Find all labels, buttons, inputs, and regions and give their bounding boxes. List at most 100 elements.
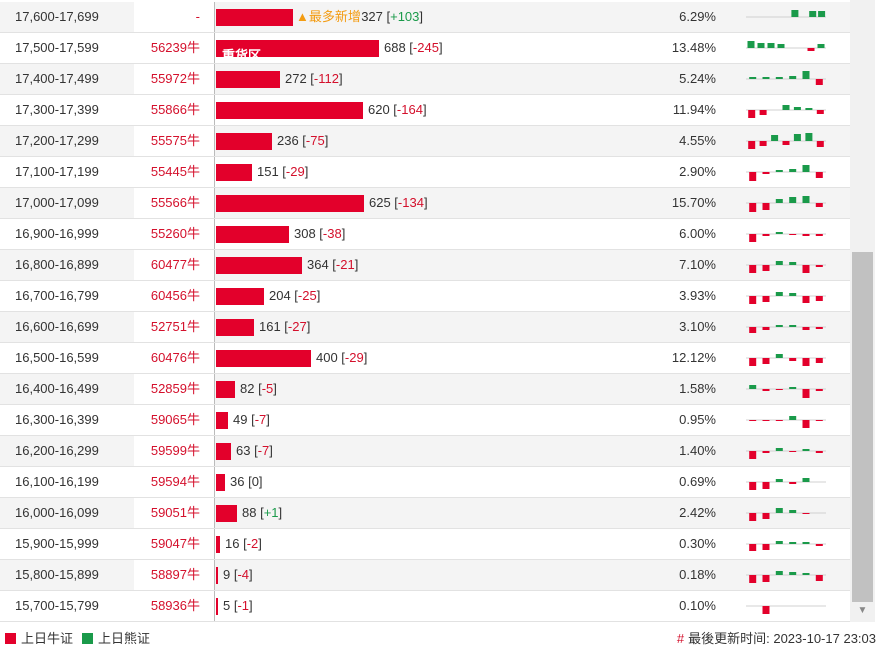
sparkline-bar xyxy=(793,107,801,110)
hash-icon: # xyxy=(676,631,685,646)
volume-value: 88 [+1] xyxy=(242,498,282,528)
sparkline-bar xyxy=(749,420,757,421)
sparkline-bar xyxy=(762,77,770,79)
vertical-scrollbar[interactable]: ▼ xyxy=(850,0,875,622)
table-row[interactable]: 17,400-17,499 55972牛 272 [-112] 5.24% xyxy=(0,64,850,95)
cbbc-code-link[interactable]: 59051牛 xyxy=(134,498,214,528)
volume-value: 688 [-245] xyxy=(384,33,443,63)
table-row[interactable]: 17,200-17,299 55575牛 236 [-75] 4.55% xyxy=(0,126,850,157)
strike-range: 16,600-16,699 xyxy=(15,319,99,334)
sparkline-bar xyxy=(802,196,810,203)
legend-bear-label: 上日熊证 xyxy=(98,631,151,646)
percentage: 4.55% xyxy=(679,133,716,148)
volume-bar-cell: 400 [-29] xyxy=(214,343,655,373)
table-row[interactable]: 17,100-17,199 55445牛 151 [-29] 2.90% xyxy=(0,157,850,188)
sparkline-bar xyxy=(767,43,775,48)
strike-range: 17,500-17,599 xyxy=(15,40,99,55)
volume-value: 5 [-1] xyxy=(223,591,253,621)
volume-change: -29 xyxy=(285,164,305,179)
percentage: 12.12% xyxy=(671,350,716,365)
table-row[interactable]: 17,600-17,699- ▲最多新增 327 [+103] 6.29% xyxy=(0,2,850,33)
strike-range: 16,400-16,499 xyxy=(15,381,99,396)
scroll-down-arrow-icon[interactable]: ▼ xyxy=(857,605,868,616)
table-row[interactable]: 16,700-16,799 60456牛 204 [-25] 3.93% xyxy=(0,281,850,312)
cbbc-code-link[interactable]: 59594牛 xyxy=(134,467,214,497)
volume-bar xyxy=(216,505,237,522)
percentage: 0.30% xyxy=(679,536,716,551)
table-row[interactable]: 15,900-15,999 59047牛 16 [-2] 0.30% xyxy=(0,529,850,560)
table-row[interactable]: 16,000-16,099 59051牛 88 [+1] 2.42% xyxy=(0,498,850,529)
volume-bar-cell: 16 [-2] xyxy=(214,529,655,559)
cbbc-code-link[interactable]: 55972牛 xyxy=(134,64,214,94)
volume-number: 625 [ xyxy=(369,195,398,210)
volume-number: 204 [ xyxy=(269,288,298,303)
table-row[interactable]: 17,500-17,599 56239牛 重货区 688 [-245] 13.48% xyxy=(0,33,850,64)
cbbc-code-link[interactable]: 55575牛 xyxy=(134,126,214,156)
sparkline-bar xyxy=(762,606,770,614)
percentage: 0.18% xyxy=(679,567,716,582)
scrollbar-thumb[interactable] xyxy=(852,252,873,602)
cbbc-code-link[interactable]: 56239牛 xyxy=(134,33,214,63)
table-row[interactable]: 16,200-16,299 59599牛 63 [-7] 1.40% xyxy=(0,436,850,467)
cbbc-code-link[interactable]: 58897牛 xyxy=(134,560,214,590)
volume-value: 151 [-29] xyxy=(257,157,308,187)
sparkline-bar xyxy=(748,141,756,149)
sparkline-bar xyxy=(789,325,797,327)
table-row[interactable]: 16,800-16,899 60477牛 364 [-21] 7.10% xyxy=(0,250,850,281)
volume-value: 204 [-25] xyxy=(269,281,320,311)
cbbc-code-link[interactable]: 55566牛 xyxy=(134,188,214,218)
sparkline-svg xyxy=(746,448,826,459)
table-row[interactable]: 16,400-16,499 52859牛 82 [-5] 1.58% xyxy=(0,374,850,405)
cbbc-code-link[interactable]: 52751牛 xyxy=(134,312,214,342)
sparkline-svg xyxy=(746,508,826,521)
bracket-close: ] xyxy=(338,71,343,86)
table-row[interactable]: 16,600-16,699 52751牛 161 [-27] 3.10% xyxy=(0,312,850,343)
bracket-close: ] xyxy=(266,412,270,427)
table-row[interactable]: 16,300-16,399 59065牛 49 [-7] 0.95% xyxy=(0,405,850,436)
sparkline-bar xyxy=(775,354,783,358)
table-row[interactable]: 17,300-17,399 55866牛 620 [-164] 11.94% xyxy=(0,95,850,126)
table-row[interactable]: 16,100-16,199 59594牛 36 [0] 0.69% xyxy=(0,467,850,498)
volume-number: 161 [ xyxy=(259,319,288,334)
sparkline-bar xyxy=(762,451,770,453)
table-row[interactable]: 16,900-16,999 55260牛 308 [-38] 6.00% xyxy=(0,219,850,250)
table-row[interactable]: 15,700-15,799 58936牛 5 [-1] 0.10% xyxy=(0,591,850,622)
sparkline-bar xyxy=(762,482,770,489)
cbbc-code-link[interactable]: 60477牛 xyxy=(134,250,214,280)
sparkline-bar xyxy=(802,542,810,544)
table-row[interactable]: 16,500-16,599 60476牛 400 [-29] 12.12% xyxy=(0,343,850,374)
volume-bar xyxy=(216,102,363,119)
sparkline-bar xyxy=(802,327,810,330)
cbbc-code-link[interactable]: 52859牛 xyxy=(134,374,214,404)
cbbc-code-link[interactable]: 59599牛 xyxy=(134,436,214,466)
sparkline-bar xyxy=(791,10,799,17)
table-row[interactable]: 17,000-17,099 55566牛 625 [-134] 15.70% xyxy=(0,188,850,219)
volume-bar-cell: 236 [-75] xyxy=(214,126,655,156)
cbbc-code-link[interactable]: 59065牛 xyxy=(134,405,214,435)
volume-number: 88 [ xyxy=(242,505,264,520)
sparkline-bar xyxy=(793,134,801,141)
cbbc-code-link[interactable]: 55260牛 xyxy=(134,219,214,249)
sparkline-bar xyxy=(815,296,823,301)
cbbc-code-link[interactable]: 60476牛 xyxy=(134,343,214,373)
volume-change: -164 xyxy=(396,102,423,117)
table-row[interactable]: 15,800-15,899 58897牛 9 [-4] 0.18% xyxy=(0,560,850,591)
volume-bar-cell: 5 [-1] xyxy=(214,591,655,621)
cbbc-code-link[interactable]: 60456牛 xyxy=(134,281,214,311)
sparkline-bar xyxy=(815,451,823,453)
sparkline-bar xyxy=(815,327,823,329)
cbbc-code-link[interactable]: 55445牛 xyxy=(134,157,214,187)
percentage: 2.90% xyxy=(679,164,716,179)
cbbc-code-link[interactable]: 58936牛 xyxy=(134,591,214,621)
sparkline-bar xyxy=(775,571,783,575)
percentage: 3.10% xyxy=(679,319,716,334)
strike-range: 15,700-15,799 xyxy=(15,598,99,613)
volume-value: 236 [-75] xyxy=(277,126,328,156)
sparkline-bar xyxy=(762,389,770,391)
percentage: 2.42% xyxy=(679,505,716,520)
cbbc-code-link[interactable]: 55866牛 xyxy=(134,95,214,125)
volume-value: 272 [-112] xyxy=(285,64,343,94)
cbbc-code-link[interactable]: 59047牛 xyxy=(134,529,214,559)
volume-number: 16 [ xyxy=(225,536,247,551)
volume-bar-cell: 88 [+1] xyxy=(214,498,655,528)
